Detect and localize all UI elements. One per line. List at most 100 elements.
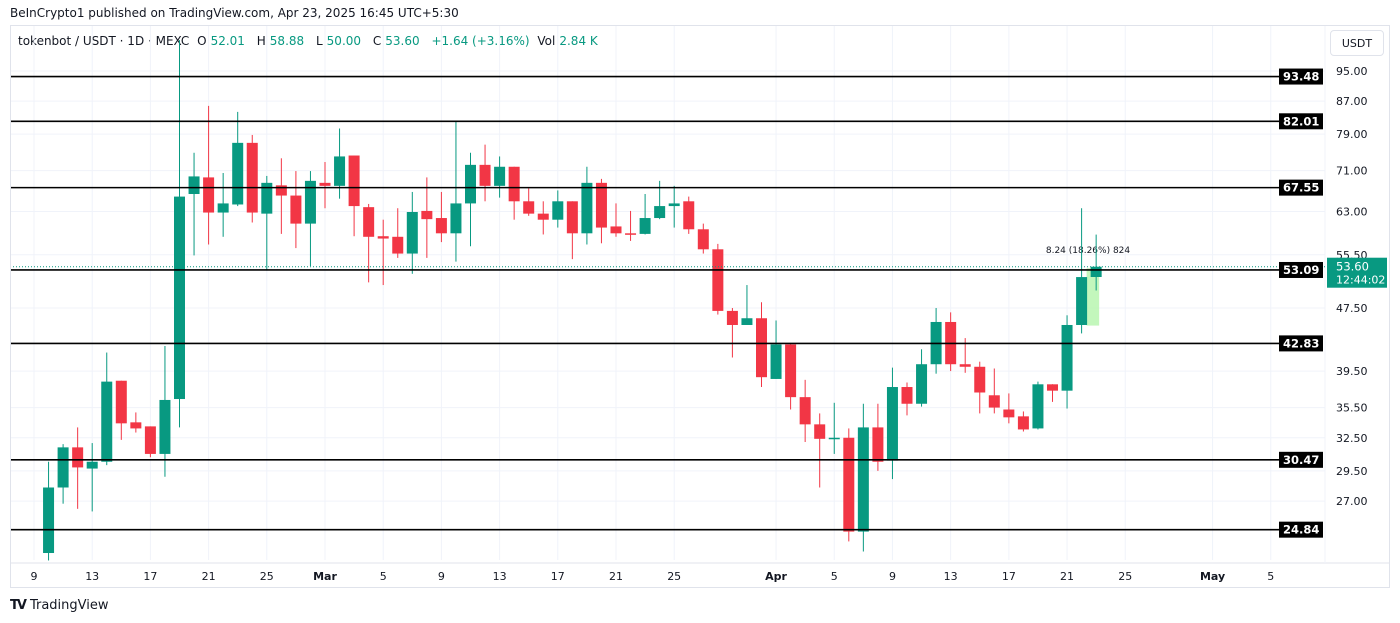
candle-body <box>72 447 84 468</box>
candle-body <box>203 177 215 213</box>
tradingview-logo[interactable]: TV TradingView <box>10 598 108 613</box>
candle-2025-02-10 <box>43 461 55 561</box>
y-tick-label: 27.00 <box>1336 495 1368 508</box>
candle-body <box>232 142 244 205</box>
candle-2025-02-18 <box>159 346 171 477</box>
candle-2025-04-01 <box>770 320 782 379</box>
candle-body <box>508 166 520 202</box>
ohlc-low: L 50.00 <box>315 34 362 48</box>
candle-body <box>188 176 200 195</box>
x-tick-label: 25 <box>260 570 274 583</box>
candle-body <box>566 201 578 234</box>
x-tick-label: 21 <box>1060 570 1074 583</box>
level-label: 82.01 <box>1283 114 1319 128</box>
candle-2025-02-13 <box>86 443 98 512</box>
candle-2025-02-16 <box>130 412 142 433</box>
candle-body <box>712 249 724 311</box>
candle-body <box>479 164 491 186</box>
candle-body <box>959 364 971 367</box>
candle-body <box>988 395 1000 408</box>
candle-body <box>974 366 986 393</box>
x-tick-label: 13 <box>85 570 99 583</box>
candle-body <box>392 236 404 254</box>
x-tick-label: 13 <box>944 570 958 583</box>
candle-2025-03-21 <box>610 203 622 237</box>
currency-button[interactable]: USDT <box>1330 30 1384 56</box>
candle-2025-03-06 <box>392 208 404 258</box>
candle-body <box>159 399 171 454</box>
symbol-name[interactable]: tokenbot / USDT · 1D · MEXC <box>18 34 190 48</box>
candle-2025-03-09 <box>435 191 447 243</box>
candle-2025-03-18 <box>566 201 578 260</box>
candle-2025-03-10 <box>450 121 462 262</box>
candle-2025-04-09 <box>886 367 898 480</box>
candle-2025-02-20 <box>188 152 200 256</box>
candle-body <box>319 182 331 186</box>
candle-2025-04-15 <box>974 361 986 414</box>
candle-body <box>304 180 316 224</box>
y-tick-label: 47.50 <box>1336 302 1368 315</box>
candle-2025-03-12 <box>479 144 491 202</box>
logo-text: TradingView <box>29 598 109 613</box>
candle-body <box>625 233 637 235</box>
candle-body <box>1017 416 1029 430</box>
candle-body <box>537 213 549 220</box>
candle-body <box>465 164 476 204</box>
candle-body <box>144 426 156 454</box>
candle-2025-03-30 <box>741 285 753 325</box>
candle-2025-03-03 <box>348 155 360 237</box>
level-label: 42.83 <box>1283 336 1319 350</box>
candle-body <box>523 201 535 214</box>
y-tick-label: 29.50 <box>1336 465 1368 478</box>
level-label-bg <box>1279 521 1323 538</box>
x-tick-label: Apr <box>765 570 787 583</box>
x-tick-label: 5 <box>380 570 387 583</box>
candle-2025-03-20 <box>595 178 607 244</box>
level-label: 53.09 <box>1283 263 1319 277</box>
level-label-bg <box>1279 113 1323 130</box>
level-label: 30.47 <box>1283 453 1319 467</box>
candle-body <box>435 218 447 234</box>
candle-body <box>363 207 375 237</box>
candle-body <box>726 310 738 325</box>
candle-2025-04-20 <box>1047 384 1058 402</box>
candle-body <box>814 424 826 439</box>
y-tick-label: 87.00 <box>1336 95 1368 108</box>
x-tick-label: 17 <box>1002 570 1016 583</box>
candle-body <box>595 182 607 228</box>
candle-2025-03-15 <box>523 188 535 216</box>
candle-body <box>610 226 622 234</box>
level-label-bg <box>1279 335 1323 352</box>
candle-2025-03-31 <box>756 302 767 388</box>
candle-body <box>115 380 127 424</box>
candle-body <box>828 437 840 440</box>
ohlc-close: C 53.60 <box>372 34 420 48</box>
bar-countdown: 12:44:02 <box>1336 274 1385 287</box>
ohlc-high: H 58.88 <box>256 34 305 48</box>
candle-body <box>290 195 302 224</box>
candle-body <box>1032 384 1044 429</box>
candle-2025-03-26 <box>683 196 695 234</box>
candle-body <box>697 229 709 250</box>
candle-body <box>246 142 258 213</box>
candle-2025-02-23 <box>232 111 244 207</box>
candle-2025-03-28 <box>712 243 724 315</box>
level-label-bg <box>1279 451 1323 468</box>
y-tick-label: 32.50 <box>1336 432 1368 445</box>
candle-2025-04-13 <box>945 312 957 372</box>
candle-2025-04-22 <box>1076 208 1088 334</box>
x-tick-label: 9 <box>438 570 445 583</box>
candle-2025-03-17 <box>552 190 564 228</box>
x-tick-label: 21 <box>202 570 216 583</box>
candle-2025-02-19 <box>174 40 185 428</box>
candle-2025-04-21 <box>1061 315 1073 409</box>
candle-body <box>857 427 869 532</box>
candle-2025-02-22 <box>217 173 229 237</box>
candle-body <box>654 206 666 219</box>
candle-2025-04-08 <box>872 403 884 471</box>
candle-2025-02-21 <box>203 105 215 245</box>
candle-2025-04-04 <box>814 413 826 488</box>
candle-body <box>683 201 695 230</box>
level-label: 24.84 <box>1283 523 1319 537</box>
